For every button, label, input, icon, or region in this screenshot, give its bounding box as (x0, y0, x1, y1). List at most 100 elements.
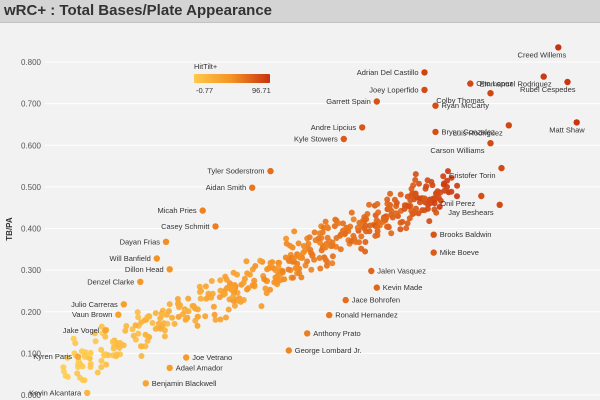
scatter-point (306, 234, 313, 241)
scatter-point (179, 311, 186, 318)
scatter-point (397, 226, 404, 233)
labeled-point[interactable] (285, 347, 292, 354)
scatter-point (403, 225, 410, 232)
labeled-point[interactable] (373, 98, 380, 105)
scatter-point (159, 311, 166, 318)
labeled-point[interactable] (115, 311, 122, 318)
player-label: Andre Lipcius (311, 123, 357, 132)
scatter-point (285, 266, 292, 273)
scatter-point (229, 286, 236, 293)
player-label: Aidan Smith (206, 183, 246, 192)
labeled-point[interactable] (212, 223, 219, 230)
scatter-point (429, 182, 436, 189)
labeled-point[interactable] (120, 301, 128, 308)
y-tick-label: 0.500 (21, 183, 42, 192)
labeled-point[interactable] (421, 86, 428, 94)
player-label: Kevin Made (383, 283, 423, 292)
labeled-point[interactable] (430, 249, 437, 256)
scatter-point (436, 203, 443, 210)
labeled-point[interactable] (564, 78, 571, 86)
labeled-point[interactable] (304, 330, 311, 337)
player-label: Jake Vogel (63, 326, 100, 335)
scatter-point (251, 277, 258, 284)
player-label: Carson Williams (430, 146, 484, 155)
scatter-point (361, 225, 368, 232)
labeled-point[interactable] (496, 201, 503, 208)
labeled-point[interactable] (373, 284, 380, 291)
labeled-point[interactable] (74, 353, 82, 360)
labeled-point[interactable] (573, 119, 580, 126)
labeled-point[interactable] (249, 184, 256, 191)
scatter-point (431, 206, 438, 213)
scatter-point (393, 210, 400, 217)
labeled-point[interactable] (142, 380, 149, 387)
player-label: Casey Schmitt (161, 222, 210, 231)
scatter-point (258, 303, 265, 310)
labeled-point[interactable] (505, 122, 512, 129)
labeled-point[interactable] (432, 102, 439, 109)
labeled-point[interactable] (102, 327, 109, 334)
labeled-point[interactable] (540, 73, 547, 80)
scatter-point (366, 201, 373, 208)
labeled-point[interactable] (183, 354, 190, 361)
labeled-point[interactable] (487, 90, 494, 97)
labeled-point[interactable] (432, 128, 439, 136)
player-label: Dillon Head (125, 265, 164, 274)
scatter-point (120, 342, 127, 349)
scatter-point (333, 235, 340, 241)
scatter-point (354, 224, 361, 231)
scatter-point (135, 314, 142, 321)
labeled-point[interactable] (368, 267, 375, 275)
labeled-point[interactable] (498, 164, 505, 172)
player-label: Onil Perez (440, 199, 475, 208)
labeled-point[interactable] (421, 69, 428, 76)
labeled-point[interactable] (340, 135, 347, 143)
scatter-point (324, 224, 331, 230)
labeled-point[interactable] (84, 389, 91, 397)
y-tick-label: 0.200 (21, 308, 42, 317)
scatter-point (387, 190, 394, 197)
scatter-point (305, 240, 312, 247)
scatter-point (386, 205, 393, 212)
scatter-point (244, 286, 250, 293)
player-label: Brooks Baldwin (440, 230, 492, 239)
labeled-point[interactable] (137, 278, 144, 285)
labeled-point[interactable] (166, 364, 173, 372)
scatter-point (322, 218, 329, 225)
labeled-point[interactable] (342, 296, 349, 304)
labeled-point[interactable] (199, 207, 206, 214)
scatter-point (217, 277, 224, 284)
player-label: Denzel Clarke (87, 277, 134, 286)
labeled-point[interactable] (359, 124, 366, 131)
scatter-point (454, 182, 461, 189)
labeled-point[interactable] (162, 238, 170, 245)
labeled-point[interactable] (478, 192, 485, 200)
scatter-point (324, 234, 331, 241)
labeled-point[interactable] (326, 311, 333, 319)
scatter-point (373, 217, 380, 224)
player-label: Vaun Brown (72, 310, 112, 319)
labeled-point[interactable] (555, 44, 562, 51)
labeled-point[interactable] (166, 266, 173, 273)
scatter-point (362, 248, 369, 255)
scatter-point (98, 323, 105, 330)
scatter-point (363, 216, 370, 223)
labeled-point[interactable] (467, 80, 474, 87)
scatter-point (87, 350, 94, 357)
labeled-point[interactable] (153, 255, 160, 262)
scatter-point (283, 240, 290, 247)
player-label: Benjamin Blackwell (152, 379, 217, 388)
labeled-point[interactable] (487, 140, 494, 147)
scatter-point (322, 244, 329, 251)
scatter-point (161, 333, 168, 340)
scatter-point (426, 218, 433, 225)
scatter-point (421, 195, 428, 202)
scatter-point (217, 316, 224, 323)
labeled-point[interactable] (267, 167, 274, 175)
labeled-point[interactable] (430, 231, 437, 238)
scatter-point (329, 260, 336, 267)
scatter-point (308, 266, 315, 273)
labeled-points (74, 44, 580, 397)
player-label: Mike Boeve (440, 248, 479, 257)
scatter-point (142, 343, 149, 350)
